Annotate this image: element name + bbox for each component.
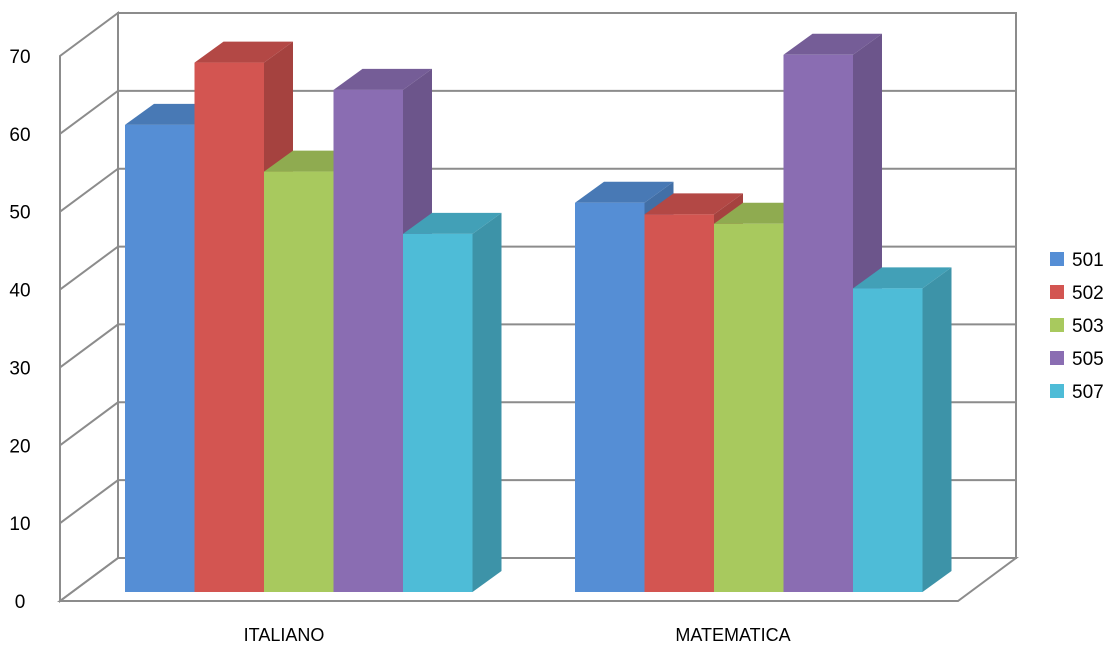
x-category-label: ITALIANO xyxy=(244,625,325,645)
bar-top xyxy=(644,193,743,215)
bar-front xyxy=(264,171,334,593)
legend-item: 503 xyxy=(1050,316,1104,337)
bar-front xyxy=(644,214,714,592)
bar-top xyxy=(783,33,882,55)
y-tick-label: 40 xyxy=(9,281,30,302)
gridline xyxy=(59,167,1016,213)
legend-item: 501 xyxy=(1050,250,1104,271)
y-axis-tick-labels: 0 10 20 30 40 50 60 70 xyxy=(9,47,30,613)
legend-item: 505 xyxy=(1050,349,1104,370)
legend-item: 502 xyxy=(1050,283,1104,304)
legend-label: 502 xyxy=(1072,283,1104,304)
bar-front xyxy=(575,202,645,592)
bar-top xyxy=(333,68,432,90)
legend-swatch xyxy=(1050,285,1064,299)
legend-label: 503 xyxy=(1072,316,1104,337)
bar-top xyxy=(403,212,502,234)
legend-label: 501 xyxy=(1072,250,1104,271)
bar xyxy=(853,267,952,592)
bar-front xyxy=(783,54,853,593)
bar-side xyxy=(922,267,952,592)
left-wall xyxy=(59,11,119,603)
y-tick-label: 70 xyxy=(9,47,30,68)
bar-side xyxy=(472,212,502,592)
bar-top xyxy=(853,267,952,289)
y-tick-label: 20 xyxy=(9,436,30,457)
chart-walls xyxy=(56,11,1020,603)
bar xyxy=(403,212,502,592)
bar-top xyxy=(575,181,674,203)
legend-swatch xyxy=(1050,318,1064,332)
legend-item: 507 xyxy=(1050,382,1104,403)
back-wall xyxy=(117,12,1017,559)
x-category-label: MATEMATICA xyxy=(675,625,790,645)
legend-label: 505 xyxy=(1072,349,1104,370)
bar-front xyxy=(333,89,403,593)
bar-front xyxy=(714,223,784,592)
bar-front xyxy=(853,288,923,592)
y-tick-label: 30 xyxy=(9,358,30,379)
gridline xyxy=(59,89,1016,135)
legend-swatch xyxy=(1050,351,1064,365)
bar-top xyxy=(194,41,293,63)
x-axis-category-labels: ITALIANO MATEMATICA xyxy=(244,625,791,645)
y-tick-label: 50 xyxy=(9,203,30,224)
legend: 501 502 503 505 507 xyxy=(1050,250,1104,403)
bar-front xyxy=(403,233,473,592)
bar-front xyxy=(194,62,264,593)
legend-swatch xyxy=(1050,252,1064,266)
legend-label: 507 xyxy=(1072,382,1104,403)
legend-swatch xyxy=(1050,384,1064,398)
bars xyxy=(125,33,952,593)
y-tick-label: 60 xyxy=(9,125,30,146)
bar-front xyxy=(125,124,195,592)
y-tick-label: 10 xyxy=(9,514,30,535)
y-tick-label: 0 xyxy=(15,592,26,613)
